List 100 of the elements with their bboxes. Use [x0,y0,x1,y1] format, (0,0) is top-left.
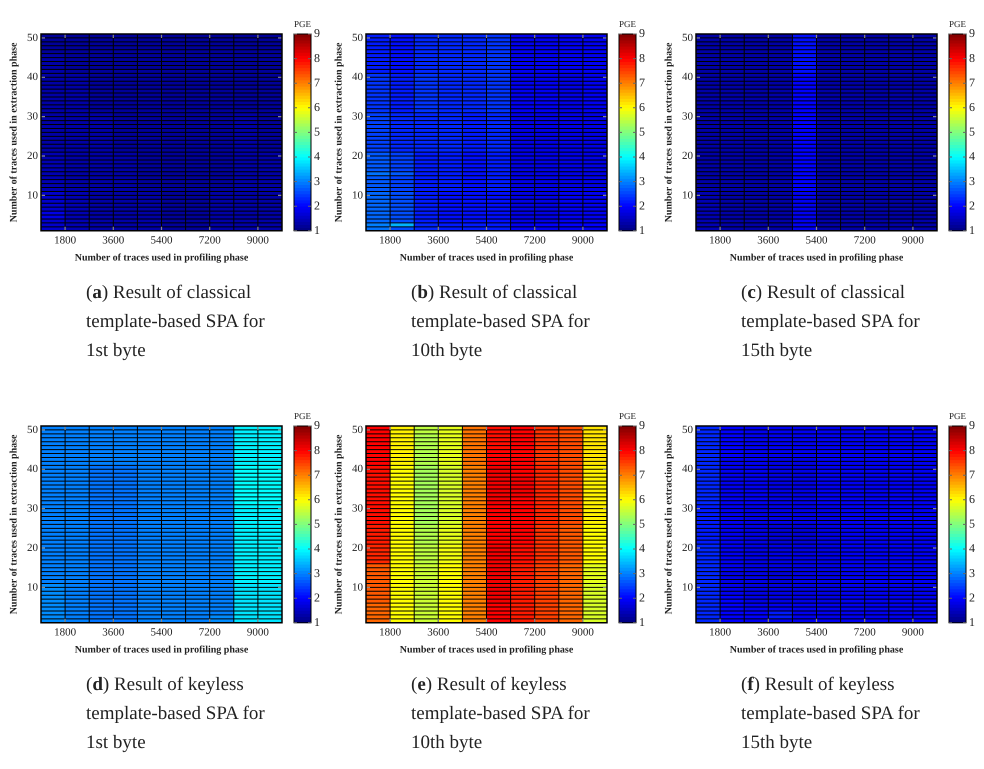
color-bar-label: 2 [314,590,320,604]
y-tick-label: 30 [352,502,364,515]
x-tick-label: 9000 [902,626,924,638]
x-tick-label: 3600 [102,234,125,246]
y-tick-label: 40 [352,463,364,476]
x-tick-label: 5400 [806,626,828,638]
x-tick-label: 3600 [102,626,125,638]
color-bar-label: 5 [314,516,320,531]
y-tick-label: 40 [352,71,364,84]
color-bar-label: 8 [639,50,645,65]
y-tick-label: 10 [27,189,38,202]
color-bar-label: 3 [969,566,975,580]
x-tick-label: 5400 [806,234,828,246]
y-tick-label: 30 [682,502,694,515]
x-tick-label: 1800 [709,626,732,638]
x-tick-label: 1800 [379,626,402,638]
color-bar-label: 2 [314,198,320,212]
x-tick-label: 9000 [246,234,270,246]
color-bar-label: 6 [969,492,975,506]
x-tick-label: 9000 [572,234,594,246]
x-tick-label: 1800 [54,626,77,638]
color-bar-label: 4 [969,149,975,164]
y-axis-title: Number of traces used in extraction phase [664,434,675,614]
y-tick-label: 10 [352,581,364,594]
color-bar-label: 9 [314,418,320,432]
x-tick-label: 1800 [54,234,77,246]
x-tick-label: 1800 [379,234,402,246]
x-tick-label: 3600 [757,626,780,638]
x-axis-title: Number of traces used in profiling phase [730,252,904,264]
color-bar-label: 8 [969,442,975,457]
color-bar-label: 2 [639,198,645,212]
color-bar-label: 6 [314,492,320,506]
color-bar-label: 9 [314,26,320,40]
text: (c) Result of classical template-based SPA for 15th byte [741,281,921,363]
color-bar-label: 4 [314,541,320,556]
text: (f) Result of keyless template-based SPA for 15th byte [741,673,921,755]
y-tick-label: 20 [27,150,38,162]
color-bar-label: 2 [969,590,975,604]
x-axis-title: Number of traces used in profiling phase [400,644,574,656]
color-bar-label: 7 [639,75,645,90]
x-tick-label: 7200 [854,626,876,638]
color-bar-label: 7 [314,467,320,482]
color-bar-label: 1 [969,614,975,629]
color-bar-label: 8 [314,442,320,457]
x-axis-title: Number of traces used in profiling phase [730,644,904,656]
color-bar-label: 3 [314,174,320,188]
color-bar-label: 5 [969,516,975,531]
color-bar-label: 4 [639,541,645,556]
y-tick-label: 20 [352,150,364,162]
color-bar-label: 3 [969,174,975,188]
color-bar-title: PGE [294,410,312,421]
color-bar-label: 5 [314,124,320,139]
color-bar-title: PGE [294,18,312,29]
y-axis-title: Number of traces used in extraction phase [8,42,20,222]
x-tick-label: 3600 [757,234,780,246]
x-tick-label: 5400 [150,234,173,246]
color-bar-label: 1 [314,614,320,629]
x-tick-label: 5400 [476,234,498,246]
y-tick-label: 50 [352,32,364,44]
x-tick-label: 5400 [150,626,173,638]
y-tick-label: 40 [27,71,38,84]
color-bar-label: 8 [969,50,975,65]
y-tick-label: 30 [352,110,364,123]
x-tick-label: 9000 [902,234,924,246]
color-bar-label: 4 [639,149,645,164]
y-tick-label: 20 [352,542,364,554]
y-axis-title: Number of traces used in extraction phase [334,42,345,222]
y-tick-label: 10 [27,581,38,594]
color-bar-label: 1 [314,222,320,237]
color-bar-label: 9 [969,418,975,432]
text: (e) Result of keyless template-based SPA for 10th byte [411,673,591,755]
color-bar-label: 9 [639,418,645,432]
color-bar-label: 4 [314,149,320,164]
color-bar-label: 8 [314,50,320,65]
y-tick-label: 20 [27,542,38,554]
color-bar-label: 9 [639,26,645,40]
y-tick-label: 50 [27,32,38,44]
color-bar-label: 2 [969,198,975,212]
color-bar-title: PGE [618,410,636,421]
y-tick-label: 40 [682,71,694,84]
color-bar-label: 3 [314,566,320,580]
color-bar-label: 3 [639,174,645,188]
color-bar-label: 6 [314,100,320,114]
y-tick-label: 50 [682,32,694,44]
color-bar-label: 7 [969,75,975,90]
color-bar-label: 1 [639,614,645,629]
y-tick-label: 20 [682,542,694,554]
x-tick-label: 7200 [524,626,546,638]
y-tick-label: 50 [27,424,38,436]
x-tick-label: 9000 [246,626,270,638]
color-bar-label: 9 [969,26,975,40]
color-bar-label: 6 [969,100,975,114]
x-tick-label: 7200 [198,626,222,638]
y-tick-label: 30 [682,110,694,123]
y-tick-label: 10 [352,189,364,202]
color-bar-label: 5 [639,124,645,139]
y-tick-label: 40 [682,463,694,476]
color-bar-label: 4 [969,541,975,556]
y-axis-title: Number of traces used in extraction phase [8,434,20,614]
y-tick-label: 30 [27,110,38,123]
